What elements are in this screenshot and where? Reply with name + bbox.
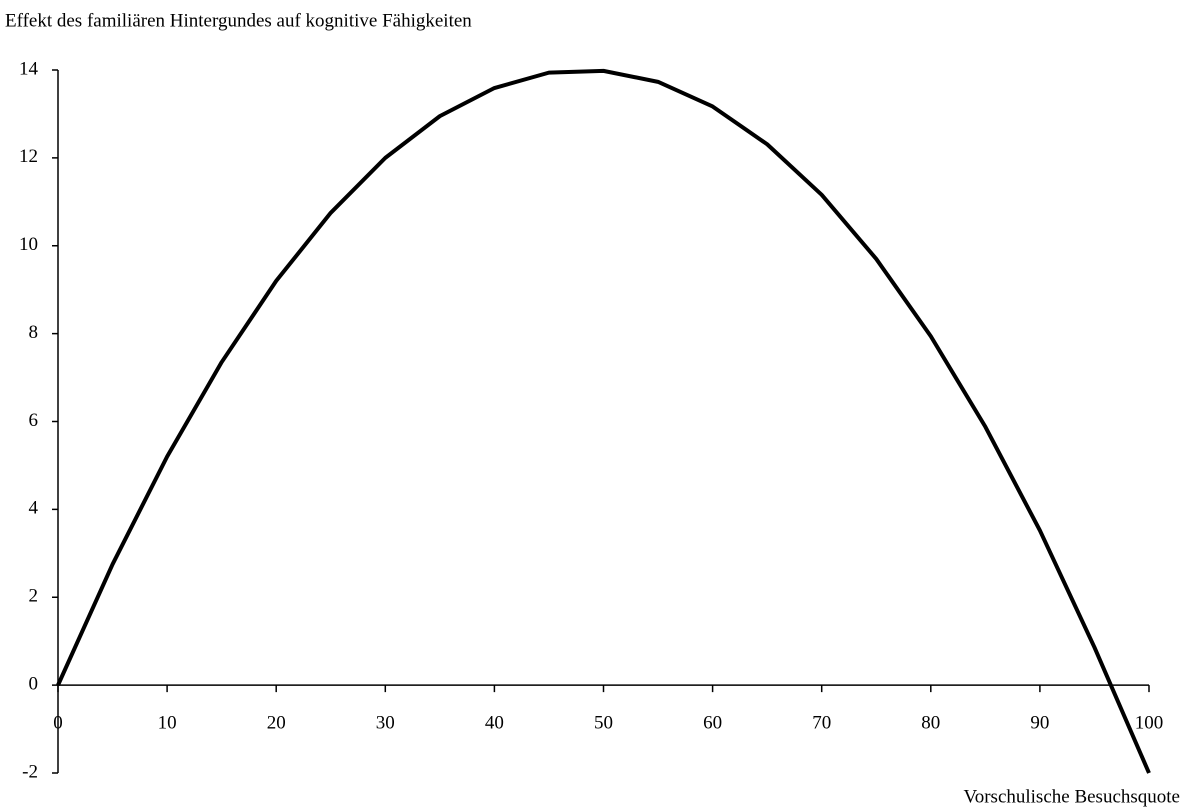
x-tick-label: 50: [594, 712, 613, 733]
x-tick-label: 90: [1030, 712, 1049, 733]
x-tick-label: 20: [267, 712, 286, 733]
x-tick-label: 80: [921, 712, 940, 733]
y-tick-label: 4: [29, 498, 39, 519]
data-line: [56, 68, 1151, 774]
x-tick-label: 0: [53, 712, 63, 733]
x-tick-label: 60: [703, 712, 722, 733]
y-tick-label: 14: [19, 58, 39, 79]
chart-title: Effekt des familiären Hintergundes auf k…: [5, 10, 472, 31]
x-tick-label: 100: [1135, 712, 1164, 733]
x-axis-label: Vorschulische Besuchsquote: [963, 786, 1180, 807]
y-tick-label: 8: [29, 322, 39, 343]
y-tick-label: 0: [29, 673, 39, 694]
x-tick-label: 70: [812, 712, 831, 733]
y-tick-label: -2: [22, 761, 38, 782]
x-tick-label: 30: [376, 712, 395, 733]
x-tick-label: 10: [158, 712, 177, 733]
y-tick-label: 6: [29, 410, 39, 431]
x-tick-label: 40: [485, 712, 504, 733]
y-tick-label: 10: [19, 234, 38, 255]
y-tick-label: 2: [29, 586, 39, 607]
y-tick-label: 12: [19, 146, 38, 167]
